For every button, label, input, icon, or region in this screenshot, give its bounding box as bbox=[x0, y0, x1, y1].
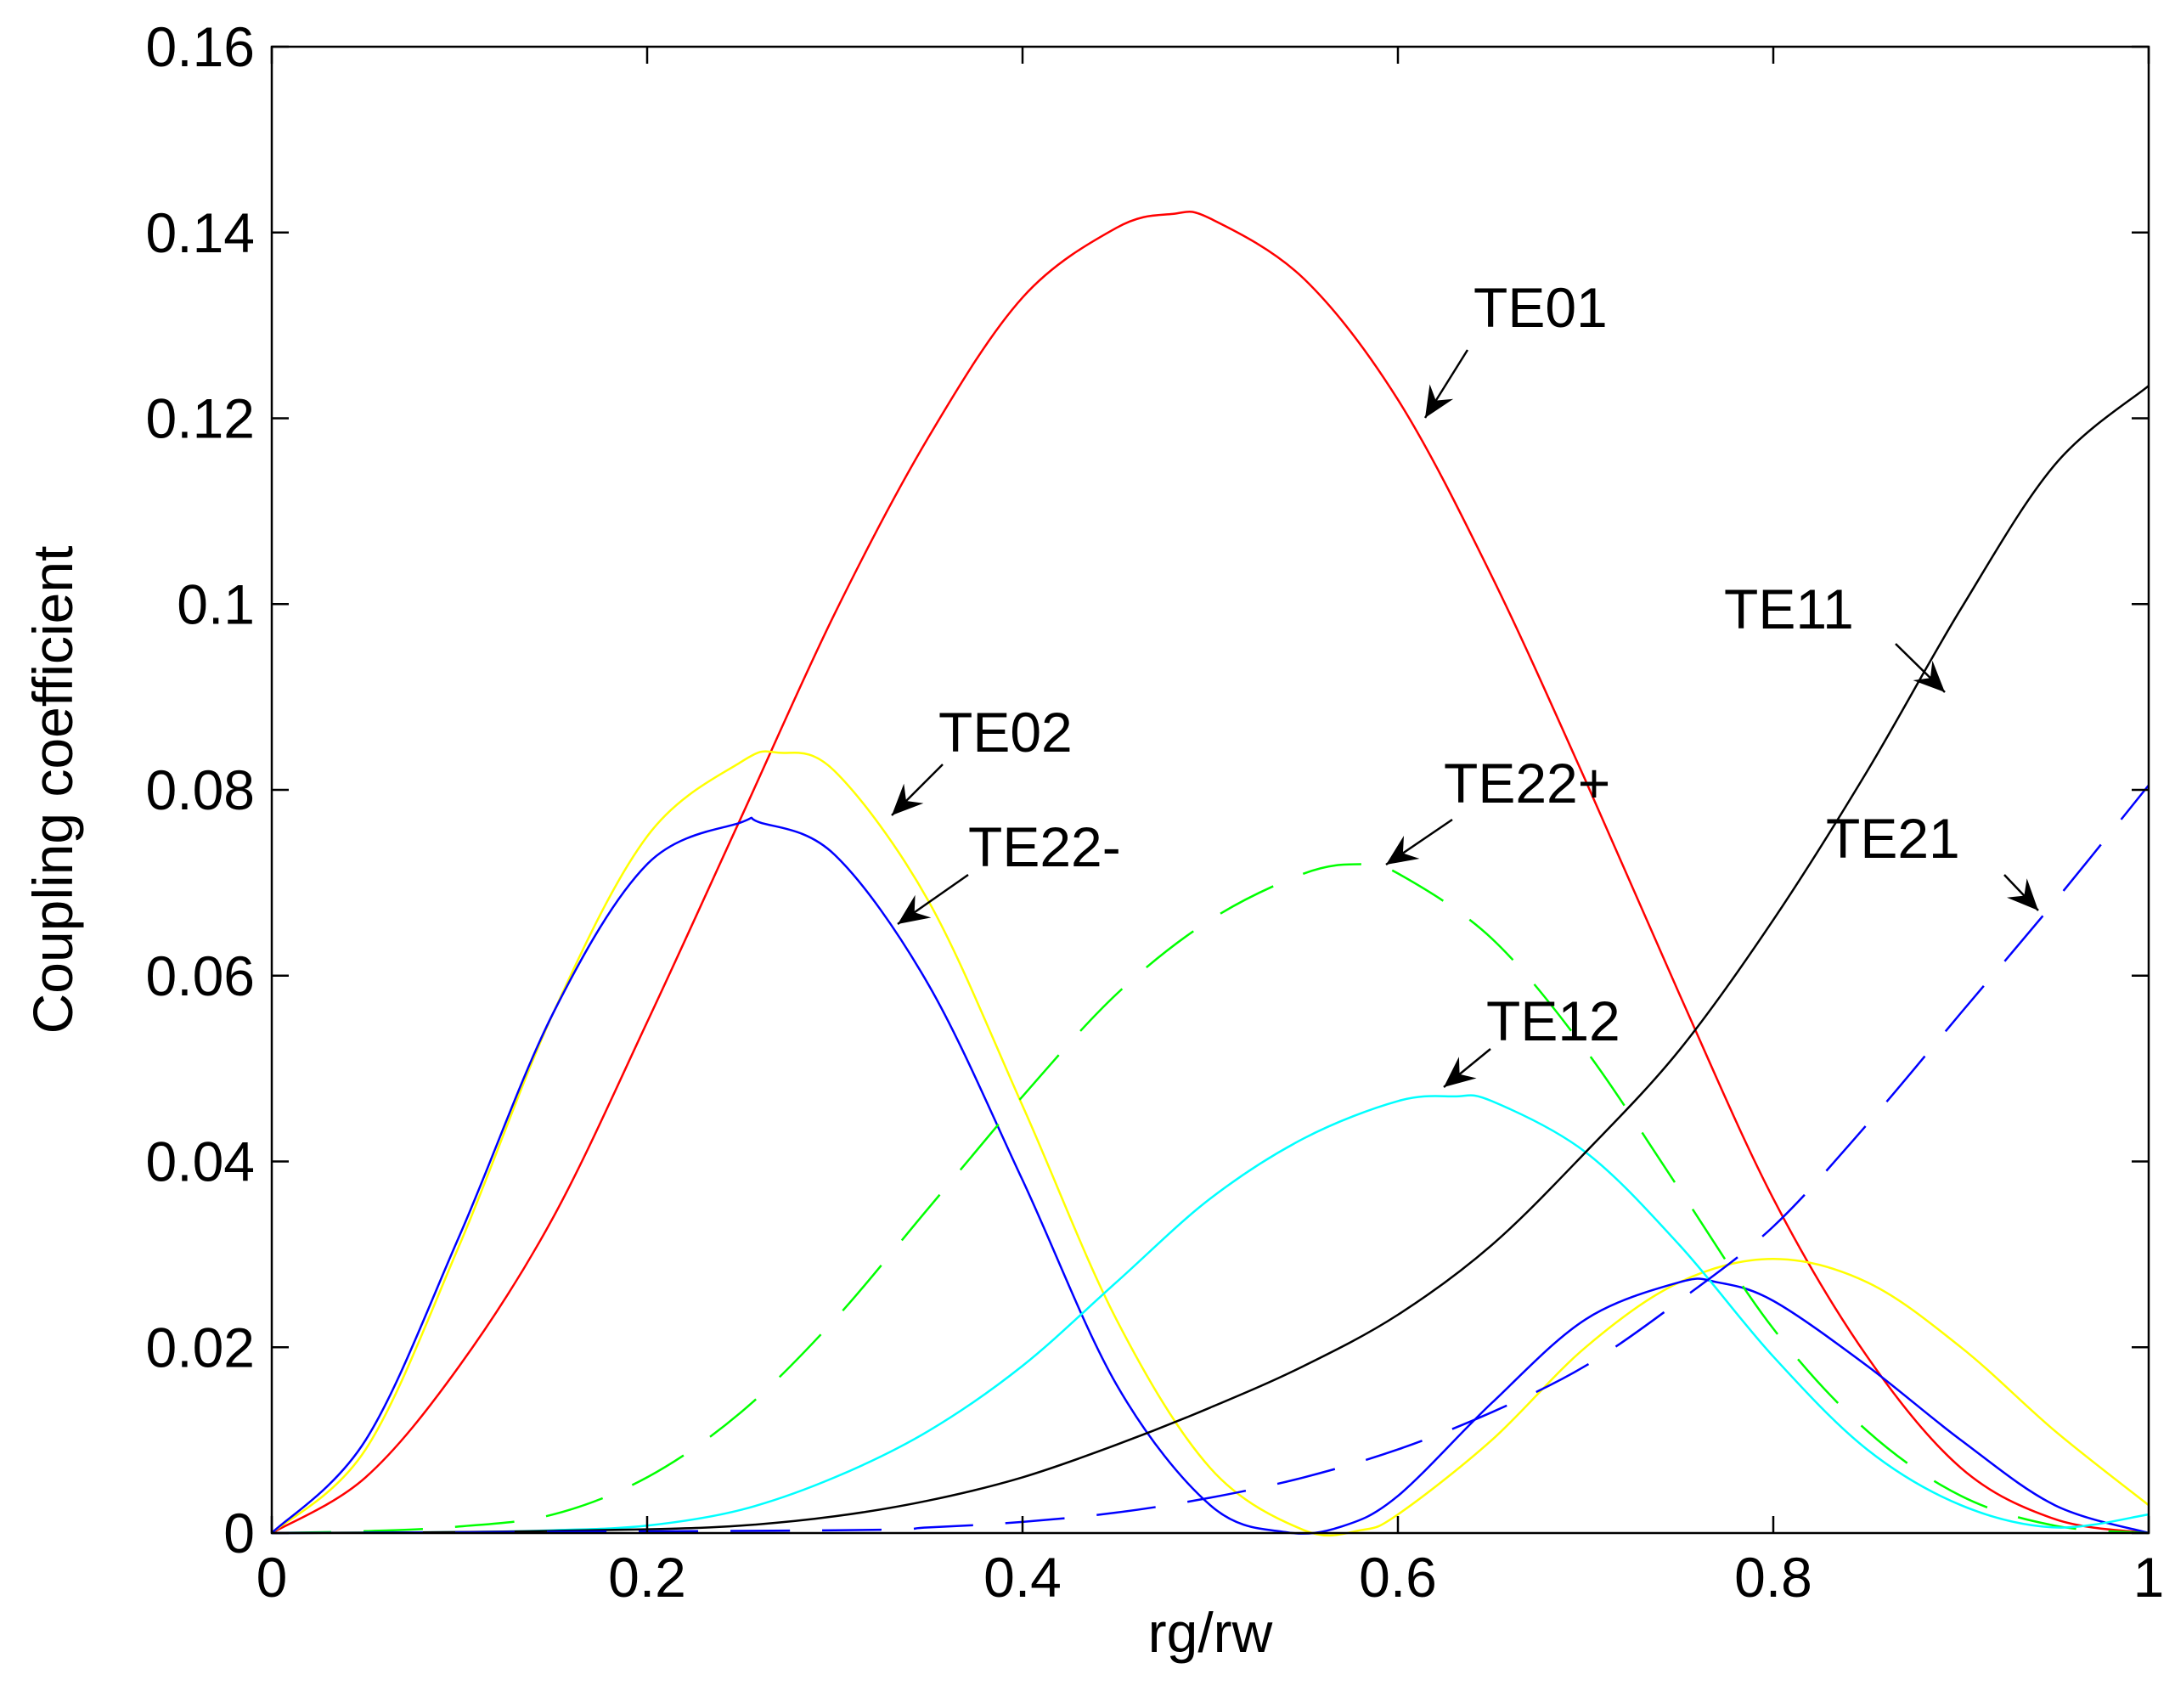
y-tick-label: 0.04 bbox=[146, 1130, 255, 1193]
series-line-te12 bbox=[271, 1094, 2150, 1535]
x-tick-label: 0.4 bbox=[983, 1546, 1062, 1609]
arrowhead-icon bbox=[1425, 384, 1454, 418]
series-line-te11 bbox=[271, 385, 2150, 1535]
annotation-label-te12: TE12 bbox=[1486, 989, 1620, 1052]
y-tick-label: 0.12 bbox=[146, 387, 255, 450]
x-tick-label: 0.6 bbox=[1359, 1546, 1437, 1609]
arrowhead-icon bbox=[1913, 660, 1945, 692]
annotation-label-te02: TE02 bbox=[938, 701, 1073, 764]
y-tick-label: 0.16 bbox=[146, 15, 255, 78]
annotations: TE01 TE02 TE22- TE22+ TE12 TE11 TE21 bbox=[891, 276, 2039, 1088]
x-tick-label: 0.2 bbox=[608, 1546, 686, 1609]
x-tick-label: 0.8 bbox=[1734, 1546, 1812, 1609]
annotation-label-te22: TE22+ bbox=[1444, 752, 1610, 815]
y-tick-label: 0 bbox=[223, 1502, 255, 1564]
series-line-te21-dashed bbox=[271, 784, 2150, 1535]
arrowhead-icon bbox=[892, 783, 924, 815]
annotation-label-te01: TE01 bbox=[1473, 276, 1608, 339]
arrowhead-icon bbox=[898, 894, 932, 924]
series-line-te22--dashed bbox=[271, 862, 2150, 1535]
arrowhead-icon bbox=[1386, 836, 1420, 865]
x-tick-label: 1 bbox=[2133, 1546, 2165, 1609]
arrowhead-icon bbox=[1444, 1057, 1477, 1087]
series-lines bbox=[271, 210, 2150, 1537]
y-axis-label: Coupling coefficient bbox=[21, 546, 84, 1034]
annotation-label-te11: TE11 bbox=[1724, 578, 1854, 640]
axis-ticks: 0 0.2 0.4 0.6 0.8 1 0 0.02 0.04 0.06 0.08 0.1 0.12 0.… bbox=[146, 15, 2165, 1609]
x-axis-label: rg/rw bbox=[1148, 1601, 1273, 1664]
series-line-te22- bbox=[271, 816, 2150, 1535]
y-tick-label: 0.08 bbox=[146, 758, 255, 821]
y-tick-label: 0.06 bbox=[146, 944, 255, 1007]
axes-box bbox=[270, 45, 2150, 1535]
y-tick-label: 0.02 bbox=[146, 1316, 255, 1378]
y-tick-label: 0.1 bbox=[177, 572, 255, 635]
arrowhead-icon bbox=[2007, 878, 2038, 910]
annotation-label-te22: TE22- bbox=[968, 815, 1121, 878]
annotation-label-te21: TE21 bbox=[1826, 807, 1960, 870]
y-tick-label: 0.14 bbox=[146, 201, 255, 264]
series-line-te01 bbox=[271, 210, 2150, 1535]
x-tick-label: 0 bbox=[256, 1546, 288, 1609]
